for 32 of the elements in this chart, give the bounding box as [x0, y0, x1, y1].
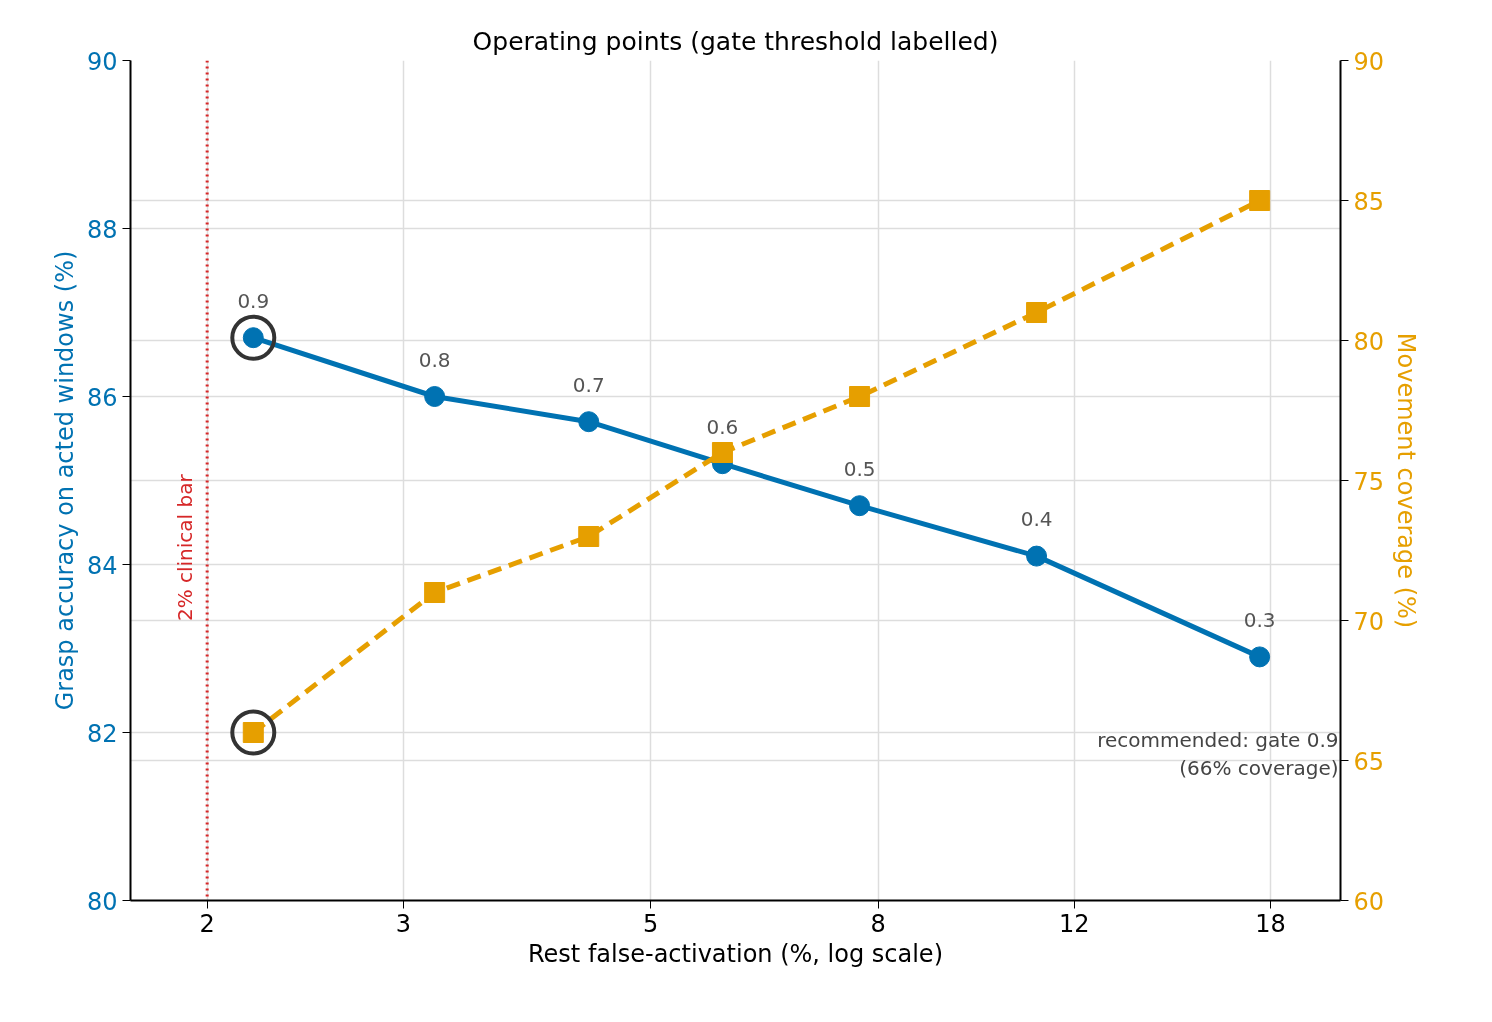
annotation: 0.7 [572, 372, 605, 397]
y2-tick-label: 75 [1353, 467, 1385, 496]
y2-tick-label: 90 [1353, 47, 1385, 76]
y-tick-label: 82 [86, 719, 118, 748]
chart-title: Operating points (gate threshold labelled) [472, 26, 999, 56]
y-tick-label: 80 [86, 887, 118, 916]
y-tick-label: 88 [86, 215, 118, 244]
y-tick-label: 86 [86, 383, 118, 412]
ref-line-label: 2% clinical bar [173, 473, 198, 622]
y-tick-label: 90 [86, 47, 118, 76]
y2-tick-label: 85 [1353, 187, 1385, 216]
annotation: 0.4 [1020, 507, 1053, 532]
x-axis-title: Rest false-activation (%, log scale) [528, 939, 943, 968]
y-axis-title: Grasp accuracy on acted windows (%) [50, 250, 79, 711]
annotation: 0.9 [237, 288, 270, 313]
annotation: 0.3 [1243, 607, 1276, 632]
y2-tick-label: 80 [1353, 327, 1385, 356]
x-tick-label: 18 [1255, 909, 1286, 938]
annotation: 0.5 [843, 456, 876, 481]
annotation: recommended: gate 0.9 (66% coverage) [1097, 727, 1339, 781]
annotation: 0.8 [418, 347, 451, 372]
y2-tick-label: 60 [1353, 887, 1385, 916]
x-tick-label: 12 [1059, 909, 1090, 938]
y2-axis-title: Movement coverage (%) [1392, 332, 1421, 629]
annotation: 0.6 [706, 414, 739, 439]
y2-tick-label: 70 [1353, 607, 1385, 636]
y2-tick-label: 65 [1353, 747, 1385, 776]
x-tick-label: 3 [395, 909, 412, 938]
x-tick-label: 2 [199, 909, 215, 938]
y-tick-label: 84 [86, 551, 118, 580]
x-tick-label: 8 [870, 909, 886, 938]
x-tick-label: 5 [642, 909, 659, 938]
